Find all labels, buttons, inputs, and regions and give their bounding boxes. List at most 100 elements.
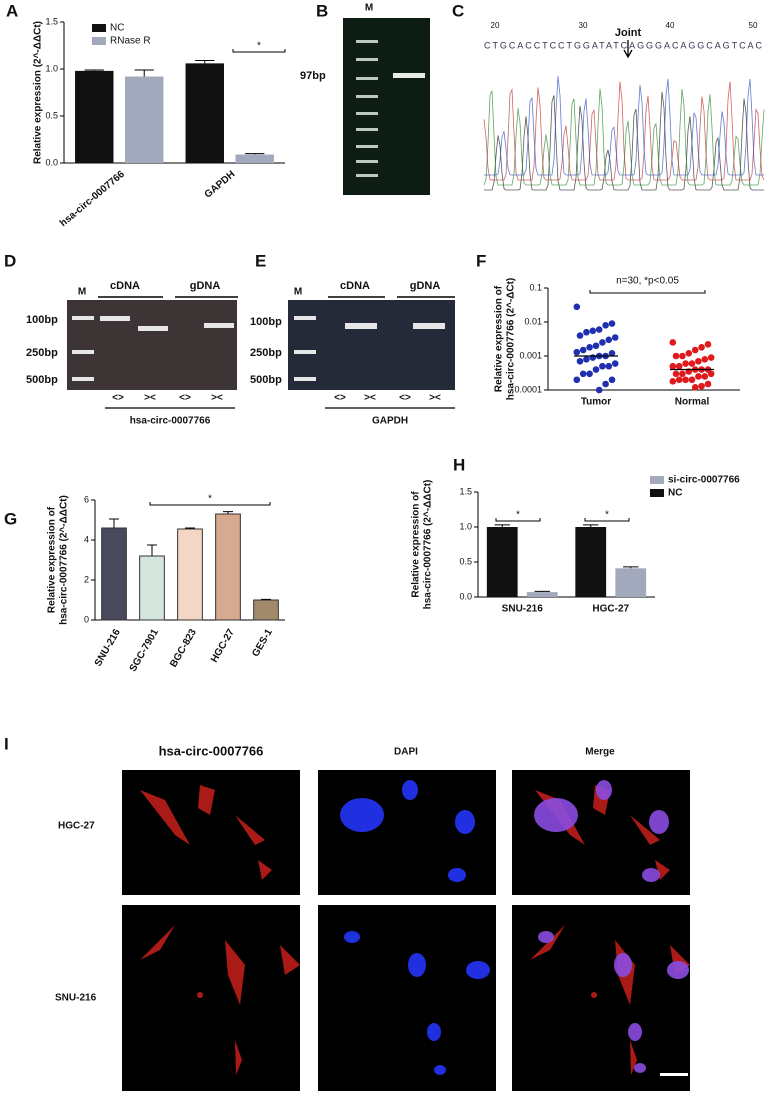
point <box>592 342 600 350</box>
gel-image <box>288 300 455 390</box>
error-bar <box>223 511 233 514</box>
y-axis-label: Relative expression (2^-ΔΔCt) <box>33 21 44 164</box>
primer-label: >< <box>144 393 156 404</box>
x-tick-label: SNU-216 <box>93 627 123 668</box>
gel-band <box>393 73 425 78</box>
legend-label: NC <box>668 488 682 499</box>
significance-bracket <box>584 518 630 522</box>
annotation: * <box>257 41 261 52</box>
column-label: DAPI <box>394 747 418 758</box>
point <box>602 321 609 329</box>
annotation: n=30, *p<0.05 <box>616 276 679 287</box>
primer-label: >< <box>364 393 376 404</box>
significance-bracket <box>149 502 271 506</box>
primer-label: >< <box>211 393 223 404</box>
bar <box>486 527 518 597</box>
size-label: 250bp <box>250 347 282 359</box>
error-bar <box>623 566 639 569</box>
annotation: * <box>605 510 609 521</box>
gel-bands <box>294 316 445 381</box>
point <box>672 370 680 378</box>
legend-label: si-circ-0007766 <box>668 475 740 486</box>
legend-label: NC <box>110 23 124 34</box>
error-bar <box>185 527 195 529</box>
x-tick-label: HGC-27 <box>209 627 237 665</box>
group-label: cDNA <box>110 280 140 292</box>
bar <box>101 527 127 621</box>
size-label: 500bp <box>250 374 282 386</box>
y-tick-label: 0.5 <box>45 110 58 120</box>
legend-label: RNase R <box>110 36 151 47</box>
target-label: GAPDH <box>372 416 408 427</box>
group-label: cDNA <box>340 280 370 292</box>
point <box>605 362 613 370</box>
point <box>707 370 715 378</box>
point <box>573 303 581 311</box>
point <box>573 348 581 356</box>
error-bar <box>147 544 157 556</box>
point <box>695 357 702 365</box>
point <box>599 362 606 370</box>
x-tick-label: SGC-7901 <box>128 627 161 674</box>
y-axis-label: Relative expression of <box>411 491 422 598</box>
point <box>608 376 616 384</box>
point <box>669 339 677 346</box>
y-axis-label: hsa-circ-0007766 (2^-ΔΔCt) <box>423 480 434 610</box>
point <box>576 332 584 339</box>
point <box>688 376 696 384</box>
joint-label: Joint <box>615 27 642 39</box>
bar <box>75 70 114 163</box>
marker-label: M <box>294 287 302 298</box>
primer-label: <> <box>179 393 191 404</box>
y-tick-label: 0.001 <box>519 350 542 360</box>
bar <box>253 599 279 621</box>
panel-letter: G <box>4 509 17 528</box>
position-label: 40 <box>666 21 675 30</box>
x-tick-label: SNU-216 <box>502 604 544 615</box>
y-axis-label: Relative expression of <box>47 506 58 613</box>
trace <box>483 88 765 186</box>
point <box>595 386 603 394</box>
primer-label: <> <box>399 393 411 404</box>
bar <box>235 154 274 163</box>
annotation: * <box>208 494 212 505</box>
panel-letter: B <box>316 1 328 20</box>
error-bar <box>109 518 119 528</box>
point <box>675 362 683 370</box>
point <box>707 354 715 361</box>
bar <box>177 528 203 621</box>
y-tick-label: 0.0001 <box>514 384 542 394</box>
panel-letter: H <box>453 455 465 474</box>
ladder <box>356 40 378 177</box>
panel-letter: E <box>255 251 266 270</box>
bar <box>615 568 647 597</box>
point <box>701 355 709 363</box>
bar <box>526 592 558 597</box>
y-tick-label: 0.1 <box>529 282 542 292</box>
sequence: CTGCACCTCCTGGATATCAGGGACAGGCAGTCAC <box>484 40 763 50</box>
x-tick-label: HGC-27 <box>592 604 629 615</box>
point <box>589 327 597 335</box>
error-bar <box>195 60 215 64</box>
y-axis-label: hsa-circ-0007766 (2^-ΔΔCt) <box>59 495 70 625</box>
point <box>589 354 597 361</box>
bar <box>125 76 164 163</box>
point <box>672 352 680 360</box>
point <box>586 344 593 351</box>
x-tick-label: BGC-823 <box>168 627 199 669</box>
x-tick-label: GAPDH <box>203 169 238 201</box>
size-label: 100bp <box>26 314 58 326</box>
point <box>599 339 606 346</box>
panel-letter: D <box>4 251 16 270</box>
point <box>605 336 613 344</box>
marker-label: M <box>365 3 373 14</box>
x-tick-label: Tumor <box>581 397 611 408</box>
point <box>682 360 689 367</box>
y-tick-label: 1.0 <box>45 63 58 73</box>
point <box>669 378 677 385</box>
point <box>679 370 686 378</box>
bar <box>215 513 241 621</box>
point <box>611 360 619 367</box>
legend-swatch <box>650 489 664 497</box>
y-tick-label: 1.0 <box>459 521 472 531</box>
